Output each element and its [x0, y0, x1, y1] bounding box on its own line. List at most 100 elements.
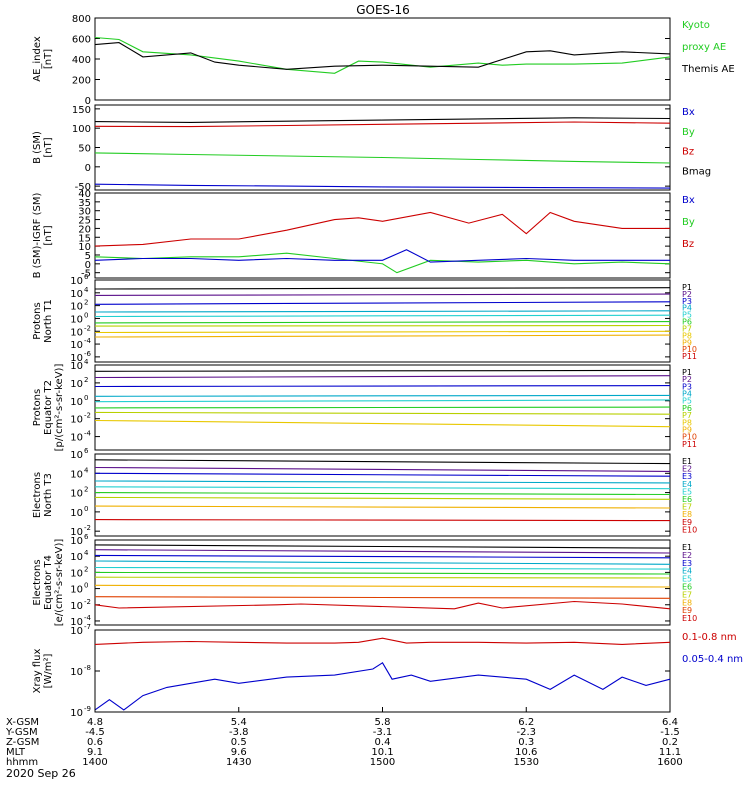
- y-axis-label-line: [nT]: [43, 49, 54, 69]
- x-axis-value: 1600: [657, 757, 682, 768]
- legend-entry: 0.05-0.4 nm: [682, 654, 743, 665]
- x-axis-value: 6.2: [518, 717, 534, 728]
- x-axis-value: 11.1: [659, 747, 681, 758]
- y-tick-exponent: -7: [84, 623, 91, 631]
- y-axis-label-line: [p/(cm²-s-sr-keV)]: [54, 364, 65, 452]
- legend-entry: Kyoto: [682, 20, 710, 31]
- y-tick-label: 10: [70, 585, 83, 596]
- y-tick-exponent: 6: [84, 447, 89, 455]
- legend-entry: proxy AE: [682, 42, 726, 53]
- y-tick-label: 10: [70, 450, 83, 461]
- x-axis-value: -3.8: [229, 727, 249, 738]
- y-tick-label: 35: [78, 198, 91, 209]
- y-axis-label: AE_index[nT]: [32, 36, 54, 82]
- series-line-kyoto-proxy-ae: [94, 36, 671, 74]
- legend-entry: P7: [682, 411, 692, 420]
- y-tick-label: 10: [70, 289, 83, 300]
- series-line-by: [94, 152, 671, 164]
- legend-entry: E9: [682, 606, 692, 615]
- y-tick-exponent: 4: [84, 549, 89, 557]
- legend-entry: E1: [682, 457, 692, 466]
- series-line-e10: [94, 600, 671, 610]
- legend-entry: E3: [682, 559, 692, 568]
- legend-entry: E4: [682, 567, 692, 576]
- plot-frame: [94, 279, 671, 363]
- y-tick-exponent: -2: [84, 324, 91, 332]
- series-line-e4: [94, 560, 671, 565]
- x-axis-value: 4.8: [87, 717, 103, 728]
- series-line-p6: [94, 321, 671, 324]
- legend-entry: E3: [682, 472, 692, 481]
- y-tick-label: 10: [78, 242, 91, 253]
- x-axis-value: 9.6: [231, 747, 247, 758]
- y-tick-label: 10: [70, 536, 83, 547]
- x-axis-value: 10.1: [371, 747, 393, 758]
- y-tick-label: 10: [70, 397, 83, 408]
- y-tick-exponent: 0: [84, 394, 88, 402]
- y-axis-label: Xray flux[W/m²]: [32, 649, 54, 694]
- y-tick-label: 10: [70, 302, 83, 313]
- legend-entry: E2: [682, 551, 692, 560]
- series-line-p5: [94, 399, 671, 403]
- y-tick-label: 10: [70, 552, 83, 563]
- series-line-bz: [94, 121, 671, 128]
- y-tick-exponent: -8: [84, 664, 91, 672]
- legend-entry: Bx: [682, 107, 695, 118]
- panel-ae: 0 200 400 600 800 AE_index[nT] Kyoto proxy AE Th…: [32, 14, 735, 107]
- legend-entry: P11: [682, 440, 697, 449]
- legend-entry: E1: [682, 543, 692, 552]
- y-tick-label: 25: [78, 216, 91, 227]
- y-tick-label: 15: [78, 233, 91, 244]
- y-tick-exponent: -6: [84, 350, 92, 358]
- plot-frame: [94, 17, 671, 101]
- y-axis-label-line: Equator T4: [43, 555, 54, 610]
- series-line-bx: [94, 183, 671, 189]
- x-axis-value: -2.3: [516, 727, 536, 738]
- legend-entry: P1: [682, 283, 692, 292]
- y-tick-label: 600: [72, 35, 91, 46]
- series-line-p3: [94, 385, 671, 388]
- x-axis-value: 1400: [82, 757, 107, 768]
- series-line-p7: [94, 411, 671, 415]
- series-line-e3: [94, 472, 671, 477]
- y-tick-exponent: 2: [84, 299, 88, 307]
- x-axis-value: 0.6: [87, 737, 103, 748]
- y-tick-exponent: 4: [84, 286, 89, 294]
- x-axis-value: 9.1: [87, 747, 103, 758]
- series-line-p8: [94, 419, 671, 428]
- y-tick-label: 10: [70, 527, 83, 538]
- legend-entry: E8: [682, 510, 692, 519]
- date-label: 2020 Sep 26: [6, 767, 76, 780]
- legend-entry: P10: [682, 433, 697, 442]
- legend-entry: E8: [682, 598, 692, 607]
- series-line-p8: [94, 330, 671, 334]
- y-axis-label-line: North T1: [43, 299, 54, 343]
- series-line-0-05-0-4-nm: [94, 662, 671, 711]
- legend-entry: P2: [682, 375, 692, 384]
- legend-entry: P10: [682, 345, 697, 354]
- series-line-p3: [94, 301, 671, 305]
- y-axis-label-line: [nT]: [43, 137, 54, 157]
- y-tick-label: 40: [78, 189, 91, 200]
- y-axis-label-line: [nT]: [43, 225, 54, 245]
- x-axis-value: 1430: [226, 757, 251, 768]
- y-tick-exponent: -2: [84, 598, 91, 606]
- legend-entry: P3: [682, 382, 692, 391]
- y-tick-label: 100: [72, 124, 91, 135]
- legend-entry: P9: [682, 425, 692, 434]
- x-axis-value: -1.5: [660, 727, 680, 738]
- y-tick-label: 0: [85, 163, 91, 174]
- y-tick-exponent: 6: [84, 273, 89, 281]
- y-axis-label-line: [e/(cm²-s-sr-keV)]: [54, 539, 65, 627]
- y-tick-exponent: 0: [84, 582, 88, 590]
- y-tick-label: 10: [70, 667, 83, 678]
- y-tick-label: 800: [72, 14, 91, 25]
- series-line-e7: [94, 496, 671, 500]
- plot-frame: [94, 192, 671, 279]
- y-axis-label-line: Electrons: [32, 559, 43, 605]
- x-axis-value: 10.6: [515, 747, 537, 758]
- y-tick-exponent: 2: [84, 565, 88, 573]
